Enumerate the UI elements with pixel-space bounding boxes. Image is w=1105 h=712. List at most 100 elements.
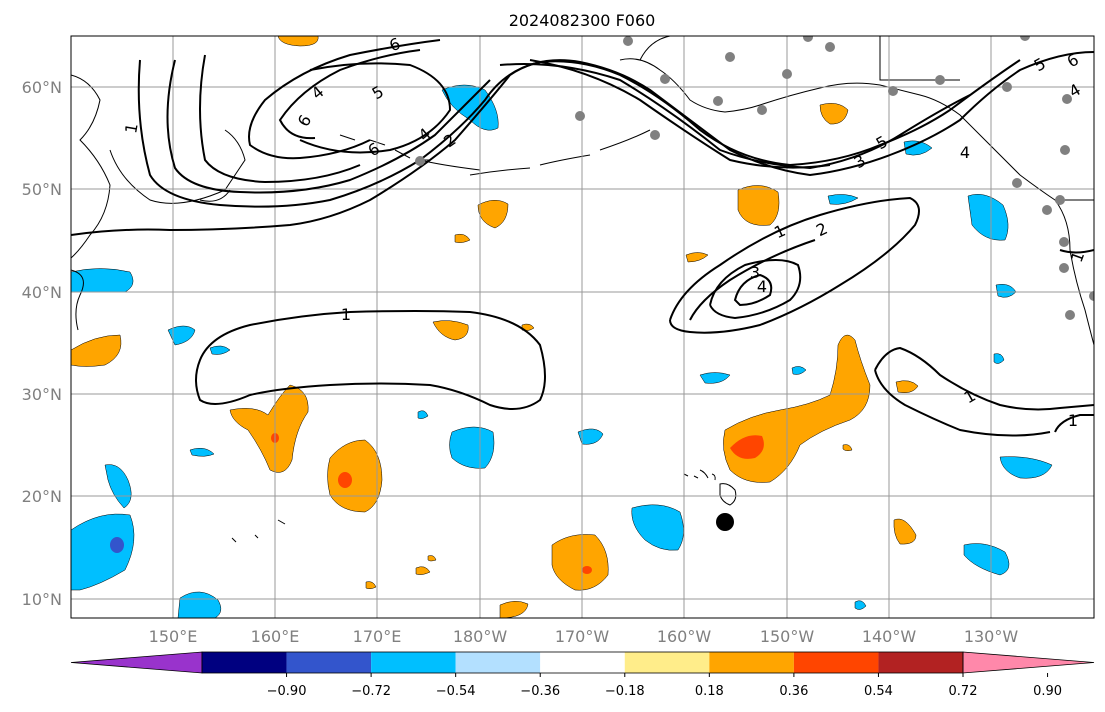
positive-anomaly-region (277, 36, 319, 47)
lon-label: 150°W (760, 627, 815, 646)
colorbar-segment (371, 652, 456, 673)
station-dot (888, 86, 898, 96)
negative-anomaly-region (827, 194, 859, 205)
strong-negative-anomaly (110, 537, 124, 553)
positive-anomaly-region (737, 185, 780, 226)
colorbar-tick-label: 0.72 (949, 684, 978, 699)
colorbar-tick-label: 0.36 (779, 684, 808, 699)
negative-anomaly-region (963, 543, 1010, 576)
lon-label: 180°W (453, 627, 508, 646)
negative-anomaly-region (999, 456, 1053, 479)
negative-anomaly-region (71, 513, 135, 591)
anomaly-fills (71, 36, 1053, 618)
lat-axis-labels: 60°N 50°N 40°N 30°N 20°N 10°N (22, 78, 62, 609)
positive-anomaly-region (365, 581, 377, 590)
colorbar-tick-label: −0.72 (351, 684, 391, 699)
contour-label: 6 (387, 34, 403, 55)
colorbar-tick-label: −0.90 (267, 684, 307, 699)
colorbar-tick-label: 0.90 (1033, 684, 1062, 699)
contour-label: 1 (121, 122, 141, 135)
colorbar-segment (793, 652, 879, 673)
colorbar-tick-label: 0.18 (695, 684, 724, 699)
strong-positive-anomaly (730, 435, 764, 459)
positive-anomaly-region (229, 384, 309, 473)
negative-anomaly-region (577, 428, 604, 445)
positive-anomaly-region (842, 444, 853, 452)
negative-anomaly-region (417, 410, 429, 419)
positive-anomaly-region (415, 566, 431, 575)
colorbar-segment (878, 652, 963, 673)
lon-label: 170°W (555, 627, 610, 646)
station-markers (415, 36, 1094, 320)
contour-label: 1 (341, 305, 351, 324)
colorbar-extend-high (962, 651, 1095, 674)
station-dot (1059, 237, 1069, 247)
station-dot (1055, 195, 1065, 205)
colorbar-segment (455, 652, 541, 673)
lat-label: 30°N (22, 385, 62, 404)
positive-anomaly-region (454, 233, 471, 243)
figure-title: 2024082300 F060 (509, 11, 656, 30)
positive-anomaly-region (477, 200, 509, 229)
station-dot (825, 42, 835, 52)
negative-anomaly-region (791, 366, 807, 375)
lat-label: 40°N (22, 283, 62, 302)
negative-anomaly-region (631, 504, 684, 551)
positive-anomaly-region (71, 334, 122, 367)
lat-label: 10°N (22, 590, 62, 609)
colorbar-segment (624, 652, 710, 673)
station-dot (803, 36, 813, 42)
positive-anomaly-region (685, 252, 709, 263)
positive-anomaly-region (499, 601, 529, 618)
station-dot (1042, 205, 1052, 215)
negative-anomaly-region (903, 140, 933, 156)
colorbar-border (201, 651, 964, 674)
colorbar-tick-label: −0.36 (520, 684, 560, 699)
positive-anomaly-region (819, 103, 849, 125)
negative-anomaly-region (189, 447, 215, 457)
colorbar-segment (286, 652, 372, 673)
colorbar: −0.90 −0.72 −0.54 −0.36 −0.18 0.18 0.36 0.54 0.7… (70, 651, 1095, 699)
negative-anomaly-region (209, 345, 231, 355)
station-dot (623, 36, 633, 46)
positive-anomaly-region (893, 518, 917, 545)
colorbar-tick-label: −0.18 (605, 684, 645, 699)
strong-positive-anomaly (582, 566, 592, 574)
lat-label: 50°N (22, 180, 62, 199)
negative-anomaly-region (854, 600, 867, 610)
negative-anomaly-region (993, 353, 1005, 364)
colorbar-segment (709, 652, 794, 673)
contour-label: 4 (757, 277, 767, 296)
positive-anomaly-region (427, 555, 437, 562)
station-dot (1065, 310, 1075, 320)
contour-label: 3 (750, 263, 760, 282)
storm-center-marker (716, 513, 734, 531)
colorbar-segment (202, 652, 287, 673)
lat-label: 20°N (22, 487, 62, 506)
contour-label: 1 (1068, 411, 1078, 430)
positive-anomaly-region (432, 320, 469, 341)
colorbar-extend-low (70, 651, 203, 674)
negative-anomaly-region (71, 268, 134, 293)
lon-label: 130°W (964, 627, 1019, 646)
strong-positive-anomaly (338, 472, 352, 488)
negative-anomaly-region (699, 372, 731, 384)
negative-anomaly-region (449, 426, 495, 469)
station-dot (415, 156, 425, 166)
lon-label: 160°E (251, 627, 300, 646)
station-dot (650, 130, 660, 140)
lon-label: 170°E (353, 627, 402, 646)
colorbar-tick-label: −0.54 (436, 684, 476, 699)
station-dot (935, 75, 945, 85)
negative-anomaly-region (167, 325, 196, 346)
positive-anomaly-region (895, 380, 919, 393)
station-dot (1089, 291, 1094, 301)
negative-anomaly-region (104, 464, 132, 509)
colorbar-tick-label: 0.54 (864, 684, 893, 699)
map-panel: 1 1 1 1 1 1 2 2 3 3 4 4 4 4 4 5 5 5 6 6 (70, 34, 1095, 619)
station-dot (1012, 178, 1022, 188)
station-dot (1002, 82, 1012, 92)
negative-anomaly-region (441, 84, 499, 131)
map-border (70, 35, 1095, 619)
